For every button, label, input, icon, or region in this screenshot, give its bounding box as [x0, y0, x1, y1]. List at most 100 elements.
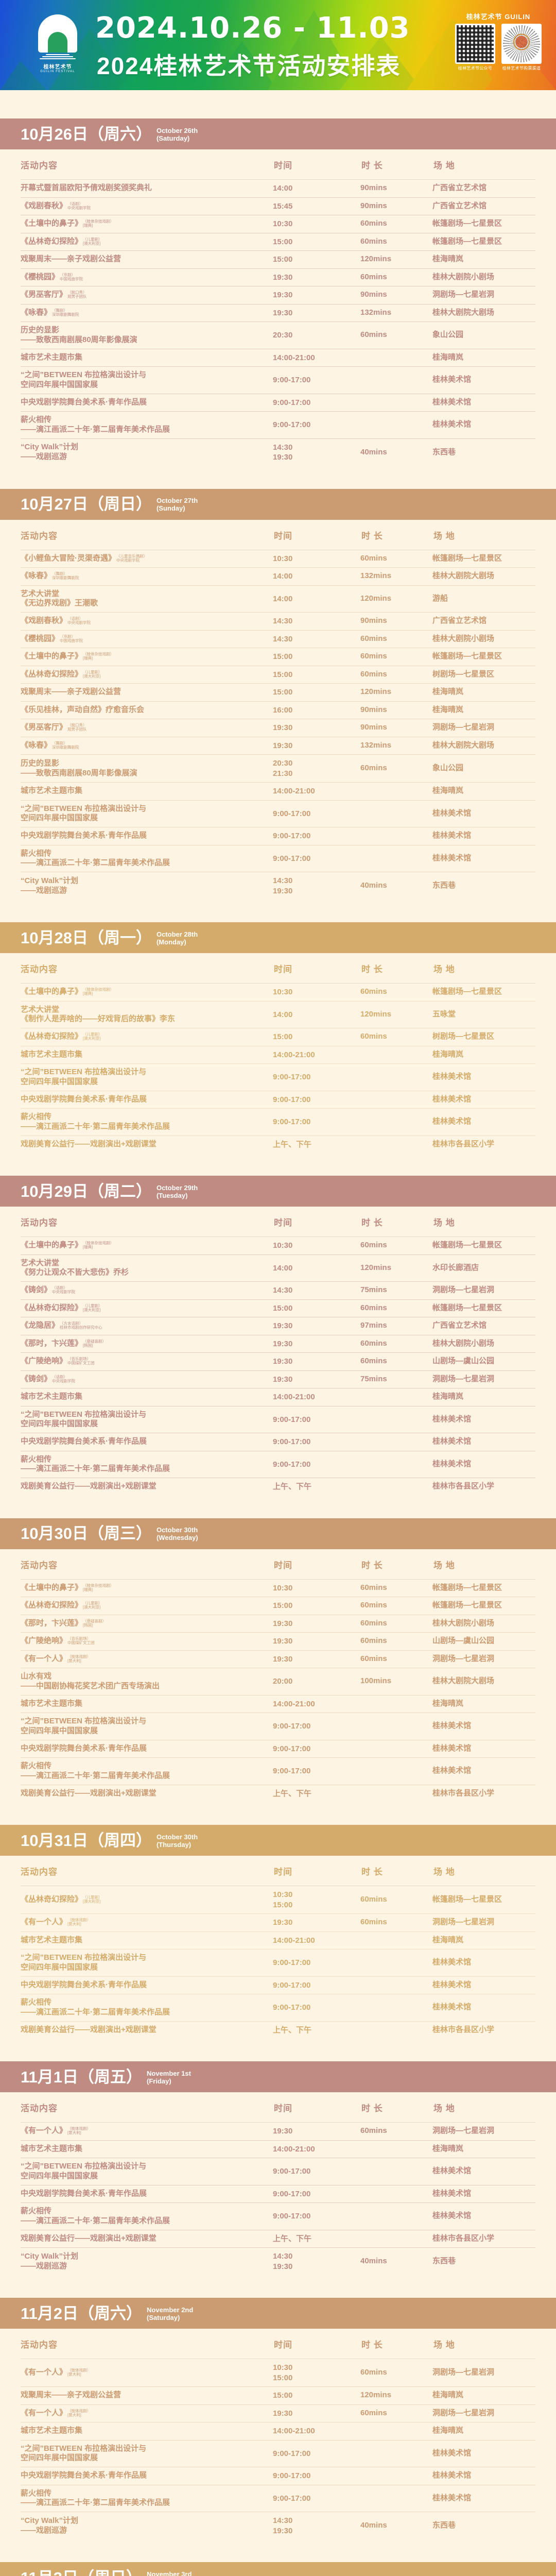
table-row[interactable]: 《小鲤鱼大冒险·灵渠奇遇》 （儿童音乐偶剧） 中央戏剧学院 10:30 60mins 帐篷…	[21, 549, 535, 568]
table-row[interactable]: 戏聚周末——亲子戏剧公益营 15:00 120mins 桂海晴岚	[21, 683, 535, 701]
table-row[interactable]: 戏剧美育公益行——戏剧演出+戏剧课堂 上午、下午 桂林市各县区小学	[21, 1784, 535, 1802]
activity-name-cell: 《有一个人》 （肢体戏剧） [意大利]	[21, 1913, 273, 1931]
table-row[interactable]: 《土壤中的鼻子》 （肢体杂技戏剧） [瑞典] 15:00 60mins 帐篷剧场—七星景区	[21, 648, 535, 666]
table-row[interactable]: “之间”BETWEEN 布拉格演出设计与 空间四年展中国国家展 9:00-17:00…	[21, 1949, 535, 1976]
time-cell: 19:30	[273, 2404, 360, 2422]
table-row[interactable]: “之间”BETWEEN 布拉格演出设计与 空间四年展中国国家展 9:00-17:00…	[21, 1405, 535, 1433]
table-row[interactable]: 《有一个人》 （肢体戏剧） [意大利] 10:30 15:00 60mins 洞剧场—七星岩…	[21, 2359, 535, 2387]
table-row[interactable]: 中央戏剧学院舞台美术系·青年作品展 9:00-17:00 桂林美术馆	[21, 827, 535, 845]
table-row[interactable]: 戏聚周末——亲子戏剧公益营 15:00 120mins 桂海晴岚	[21, 2386, 535, 2404]
table-row[interactable]: 《男巫客厅》 （脱口秀） 观男子团队 19:30 90mins 洞剧场—七星岩洞	[21, 286, 535, 304]
table-row[interactable]: 《龙隐居》 （方言话剧） 桂林市戏剧创作研究中心 19:30 97mins 广西省立艺术馆	[21, 1317, 535, 1335]
table-row[interactable]: 薪火相传 ——漓江画派二十年·第二届青年美术作品展 9:00-17:00 桂林美术馆	[21, 1108, 535, 1136]
table-row[interactable]: “之间”BETWEEN 布拉格演出设计与 空间四年展中国国家展 9:00-17:00…	[21, 2439, 535, 2467]
table-row[interactable]: 《樱桃园》 （京剧） 中国戏曲学院 19:30 60mins 桂林大剧院小剧场	[21, 268, 535, 286]
table-row[interactable]: 《丛林奇幻探险》 （儿童剧） [澳大利亚] 15:00 60mins 树剧场—七星景区	[21, 1028, 535, 1046]
table-row[interactable]: 《咏春》 （舞剧） 深圳歌剧舞剧院 19:30 132mins 桂林大剧院大剧场	[21, 736, 535, 755]
table-row[interactable]: 《丛林奇幻探险》 （儿童剧） [澳大利亚] 15:00 60mins 树剧场—七星景区	[21, 665, 535, 684]
table-row[interactable]: 历史的显影 ——致敬西南剧展80周年影像展演 20:30 60mins 象山公园	[21, 321, 535, 349]
table-row[interactable]: 《戏剧春秋》 （话剧） 中央戏剧学院 15:45 90mins 广西省立艺术馆	[21, 197, 535, 215]
table-row[interactable]: 《广陵绝响》 （音乐剧场） 中国煤矿文工团 19:30 60mins 山剧场—虞山公园	[21, 1632, 535, 1650]
table-row[interactable]: 城市艺术主题市集 14:00-21:00 桂海晴岚	[21, 2422, 535, 2440]
table-row[interactable]: “City Walk”计划 ——戏剧巡游 14:30 19:30 40mins 东西巷	[21, 872, 535, 900]
table-row[interactable]: “之间”BETWEEN 布拉格演出设计与 空间四年展中国国家展 9:00-17:00…	[21, 366, 535, 394]
table-row[interactable]: “之间”BETWEEN 布拉格演出设计与 空间四年展中国国家展 9:00-17:00…	[21, 2158, 535, 2185]
table-row[interactable]: 薪火相传 ——漓江画派二十年·第二届青年美术作品展 9:00-17:00 桂林美术馆	[21, 1757, 535, 1785]
table-row[interactable]: 中央戏剧学院舞台美术系·青年作品展 9:00-17:00 桂林美术馆	[21, 2184, 535, 2203]
table-row[interactable]: 中央戏剧学院舞台美术系·青年作品展 9:00-17:00 桂林美术馆	[21, 1739, 535, 1758]
table-row[interactable]: 城市艺术主题市集 14:00-21:00 桂海晴岚	[21, 782, 535, 800]
table-row[interactable]: 薪火相传 ——漓江画派二十年·第二届青年美术作品展 9:00-17:00 桂林美术馆	[21, 1994, 535, 2021]
table-row[interactable]: 《有一个人》 （肢体戏剧） [意大利] 19:30 60mins 洞剧场—七星岩洞	[21, 2122, 535, 2140]
table-row[interactable]: “City Walk”计划 ——戏剧巡游 14:30 19:30 40mins 东西巷	[21, 438, 535, 466]
mountain-silhouette-icon	[0, 10, 556, 90]
table-row[interactable]: 《土壤中的鼻子》 （肢体杂技戏剧） [瑞典] 10:30 60mins 帐篷剧场—七星景区	[21, 1579, 535, 1597]
table-row[interactable]: “City Walk”计划 ——戏剧巡游 14:30 19:30 40mins 东西巷	[21, 2247, 535, 2275]
table-row[interactable]: 《咏春》 （舞剧） 深圳歌剧舞剧院 14:00 132mins 桂林大剧院大剧场	[21, 567, 535, 585]
table-row[interactable]: 艺术大讲堂 《无边界戏剧》王潮歌 14:00 120mins 游船	[21, 585, 535, 613]
table-row[interactable]: “之间”BETWEEN 布拉格演出设计与 空间四年展中国国家展 9:00-17:00…	[21, 1713, 535, 1740]
activity-name: 《有一个人》	[21, 1654, 67, 1663]
table-row[interactable]: 戏剧美育公益行——戏剧演出+戏剧课堂 上午、下午 桂林市各县区小学	[21, 1135, 535, 1153]
table-row[interactable]: 《咏春》 （舞剧） 深圳歌剧舞剧院 19:30 132mins 桂林大剧院大剧场	[21, 303, 535, 322]
table-row[interactable]: 城市艺术主题市集 14:00-21:00 桂海晴岚	[21, 348, 535, 367]
table-row[interactable]: 《丛林奇幻探险》 （儿童剧） [澳大利亚] 10:30 15:00 60mins 帐篷剧场—…	[21, 1886, 535, 1914]
table-row[interactable]: 薪火相传 ——漓江画派二十年·第二届青年美术作品展 9:00-17:00 桂林美术馆	[21, 2484, 535, 2512]
table-row[interactable]: 《土壤中的鼻子》 （肢体杂技戏剧） [瑞典] 10:30 60mins 帐篷剧场—七星景区	[21, 1236, 535, 1255]
table-row[interactable]: 《樱桃园》 （京剧） 中国戏曲学院 14:30 60mins 桂林大剧院小剧场	[21, 630, 535, 648]
table-row[interactable]: 《丛林奇幻探险》 （儿童剧） [澳大利亚] 15:00 60mins 帐篷剧场—七星景区	[21, 232, 535, 251]
table-row[interactable]: 城市艺术主题市集 14:00-21:00 桂海晴岚	[21, 1045, 535, 1064]
table-row[interactable]: 《那时，卞兴莲》 （悬疑喜剧） [韩国] 19:30 60mins 桂林大剧院小剧场	[21, 1614, 535, 1633]
duration-cell: 120mins	[360, 2386, 432, 2404]
table-row[interactable]: 历史的显影 ——致敬西南剧展80周年影像展演 20:30 21:30 60mins 象山公…	[21, 754, 535, 783]
table-row[interactable]: 中央戏剧学院舞台美术系·青年作品展 9:00-17:00 桂林美术馆	[21, 2467, 535, 2485]
day-table-wrapper: 活动内容 时间时 长场 地《土壤中的鼻子》 （肢体杂技戏剧） [瑞典] 10:30 60m…	[0, 953, 556, 1162]
table-row[interactable]: 《那时，卞兴莲》 （悬疑喜剧） [韩国] 19:30 60mins 桂林大剧院小剧场	[21, 1334, 535, 1353]
section-gap	[0, 2284, 556, 2298]
table-row[interactable]: 中央戏剧学院舞台美术系·青年作品展 9:00-17:00 桂林美术馆	[21, 1090, 535, 1109]
table-row[interactable]: “之间”BETWEEN 布拉格演出设计与 空间四年展中国国家展 9:00-17:00…	[21, 800, 535, 827]
table-row[interactable]: 《戏剧春秋》 （话剧） 中央戏剧学院 14:30 90mins 广西省立艺术馆	[21, 612, 535, 630]
activity-name: 《有一个人》	[21, 2408, 67, 2417]
table-row[interactable]: 《男巫客厅》 （脱口秀） 观男子团队 19:30 90mins 洞剧场—七星岩洞	[21, 719, 535, 737]
table-row[interactable]: 《有一个人》 （肢体戏剧） [意大利] 19:30 60mins 洞剧场—七星岩洞	[21, 2404, 535, 2422]
table-row[interactable]: 薪火相传 ——漓江画派二十年·第二届青年美术作品展 9:00-17:00 桂林美术馆	[21, 2202, 535, 2230]
table-row[interactable]: 《乐见桂林，声动自然》疗愈音乐会 16:00 90mins 桂海晴岚	[21, 701, 535, 719]
table-row[interactable]: 中央戏剧学院舞台美术系·青年作品展 9:00-17:00 桂林美术馆	[21, 393, 535, 412]
table-row[interactable]: “之间”BETWEEN 布拉格演出设计与 空间四年展中国国家展 9:00-17:00…	[21, 1063, 535, 1091]
table-row[interactable]: 开幕式暨首届欧阳予倩戏剧奖颁奖典礼 14:00 90mins 广西省立艺术馆	[21, 179, 535, 197]
table-row[interactable]: 《铸剑》 （话剧） 中央戏剧学院 19:30 75mins 洞剧场—七星岩洞	[21, 1370, 535, 1388]
table-row[interactable]: 薪火相传 ——漓江画派二十年·第二届青年美术作品展 9:00-17:00 桂林美术馆	[21, 844, 535, 872]
table-row[interactable]: “City Walk”计划 ——戏剧巡游 14:30 19:30 40mins 东西巷	[21, 2512, 535, 2539]
table-row[interactable]: 《丛林奇幻探险》 （儿童剧） [澳大利亚] 15:00 60mins 帐篷剧场—七星景区	[21, 1299, 535, 1317]
table-row[interactable]: 《土壤中的鼻子》 （肢体杂技戏剧） [瑞典] 10:30 60mins 帐篷剧场—七星景区	[21, 983, 535, 1001]
table-row[interactable]: 《有一个人》 （肢体戏剧） [意大利] 19:30 60mins 洞剧场—七星岩洞	[21, 1913, 535, 1931]
table-row[interactable]: 《铸剑》 （话剧） 中央戏剧学院 14:30 75mins 洞剧场—七星岩洞	[21, 1281, 535, 1299]
table-row[interactable]: 戏剧美育公益行——戏剧演出+戏剧课堂 上午、下午 桂林市各县区小学	[21, 2229, 535, 2248]
table-row[interactable]: 城市艺术主题市集 14:00-21:00 桂海晴岚	[21, 1388, 535, 1406]
table-row[interactable]: 戏聚周末——亲子戏剧公益营 15:00 120mins 桂海晴岚	[21, 250, 535, 268]
qr-ticket-channel[interactable]: 桂林艺术节购票渠道	[501, 24, 542, 71]
duration-cell	[360, 827, 432, 845]
table-row[interactable]: 《广陵绝响》 （音乐剧场） 中国煤矿文工团 19:30 60mins 山剧场—虞山公园	[21, 1352, 535, 1370]
time-cell: 上午、下午	[273, 1478, 360, 1496]
table-row[interactable]: 《丛林奇幻探险》 （儿童剧） [澳大利亚] 15:00 60mins 帐篷剧场—七星景区	[21, 1597, 535, 1615]
table-row[interactable]: 中央戏剧学院舞台美术系·青年作品展 9:00-17:00 桂林美术馆	[21, 1433, 535, 1451]
table-row[interactable]: 城市艺术主题市集 14:00-21:00 桂海晴岚	[21, 2140, 535, 2158]
venue-cell: 帐篷剧场—七星景区	[432, 232, 535, 251]
table-row[interactable]: 城市艺术主题市集 14:00-21:00 桂海晴岚	[21, 1931, 535, 1950]
table-row[interactable]: 戏剧美育公益行——戏剧演出+戏剧课堂 上午、下午 桂林市各县区小学	[21, 1478, 535, 1496]
table-row[interactable]: 《有一个人》 （肢体戏剧） [意大利] 19:30 60mins 洞剧场—七星岩洞	[21, 1650, 535, 1668]
table-row[interactable]: 山水有戏 ——中国剧协梅花奖艺术团广西专场演出 20:00 100mins 桂林大剧院大…	[21, 1668, 535, 1695]
table-row[interactable]: 《土壤中的鼻子》 （肢体杂技戏剧） [瑞典] 10:30 60mins 帐篷剧场—七星景区	[21, 215, 535, 233]
table-row[interactable]: 薪火相传 ——漓江画派二十年·第二届青年美术作品展 9:00-17:00 桂林美术馆	[21, 411, 535, 438]
table-row[interactable]: 艺术大讲堂 《制作人是弄啥的——好戏背后的故事》李东 14:00 120mins 五咏堂	[21, 1001, 535, 1028]
table-row[interactable]: 中央戏剧学院舞台美术系·青年作品展 9:00-17:00 桂林美术馆	[21, 1976, 535, 1994]
table-row[interactable]: 城市艺术主题市集 14:00-21:00 桂海晴岚	[21, 1694, 535, 1713]
qr-official-account[interactable]: 桂林艺术节公众号	[455, 24, 495, 71]
table-row[interactable]: 艺术大讲堂 《努力让观众不皆大悲伤》乔杉 14:00 120mins 水印长廊酒店	[21, 1254, 535, 1282]
table-row[interactable]: 薪火相传 ——漓江画派二十年·第二届青年美术作品展 9:00-17:00 桂林美术馆	[21, 1450, 535, 1478]
time-cell: 10:30	[273, 215, 360, 233]
table-header-row: 活动内容 时间 时 长 场 地	[21, 1856, 535, 1886]
table-row[interactable]: 戏剧美育公益行——戏剧演出+戏剧课堂 上午、下午 桂林市各县区小学	[21, 2021, 535, 2039]
